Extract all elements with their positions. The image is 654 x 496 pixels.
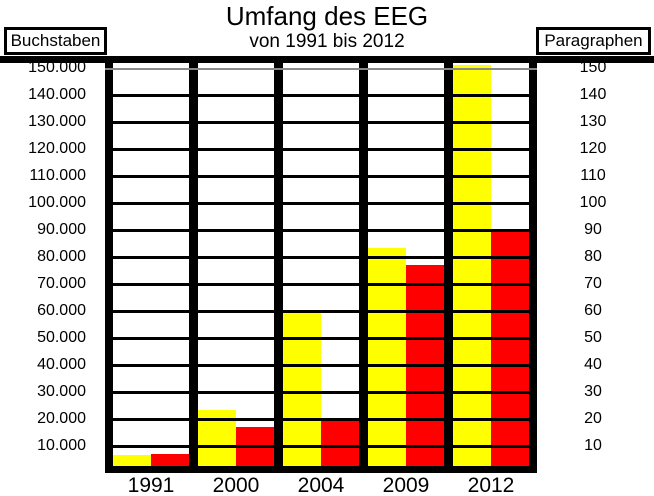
legend-paragraphen-label: Paragraphen bbox=[544, 31, 643, 50]
year-column-1991 bbox=[113, 63, 189, 473]
right-tick-30: 30 bbox=[584, 383, 602, 400]
buchstaben-bar-2009 bbox=[368, 247, 406, 473]
left-tick-120.000: 120.000 bbox=[28, 140, 86, 157]
buchstaben-bar-2012 bbox=[453, 65, 491, 473]
left-tick-100.000: 100.000 bbox=[28, 194, 86, 211]
gridline-120 bbox=[105, 148, 537, 151]
x-label-2004: 2004 bbox=[297, 474, 345, 496]
left-tick-80.000: 80.000 bbox=[37, 248, 86, 265]
gridline-100 bbox=[105, 202, 537, 205]
x-label-2009: 2009 bbox=[382, 474, 430, 496]
limit-gridline-150 bbox=[105, 68, 537, 70]
left-tick-50.000: 50.000 bbox=[37, 329, 86, 346]
right-tick-100: 100 bbox=[579, 194, 607, 211]
left-tick-150.000: 150.000 bbox=[28, 59, 86, 76]
left-tick-60.000: 60.000 bbox=[37, 302, 86, 319]
gridline-70 bbox=[105, 283, 537, 286]
plot-area bbox=[105, 63, 537, 473]
left-tick-90.000: 90.000 bbox=[37, 221, 86, 238]
x-label-2000: 2000 bbox=[212, 474, 260, 496]
chart-title: Umfang des EEG bbox=[225, 1, 429, 31]
gridline-140 bbox=[105, 94, 537, 97]
paragraphen-bar-2012 bbox=[491, 230, 529, 473]
right-tick-120: 120 bbox=[579, 140, 607, 157]
right-tick-60: 60 bbox=[584, 302, 602, 319]
year-column-2009 bbox=[368, 63, 444, 473]
gridline-110 bbox=[105, 175, 537, 178]
right-tick-130: 130 bbox=[579, 113, 607, 130]
column-divider bbox=[444, 63, 453, 473]
left-tick-140.000: 140.000 bbox=[28, 86, 86, 103]
gridline-130 bbox=[105, 121, 537, 124]
gridline-60 bbox=[105, 310, 537, 313]
left-tick-20.000: 20.000 bbox=[37, 410, 86, 427]
plot-right-border bbox=[529, 63, 537, 473]
left-tick-10.000: 10.000 bbox=[37, 437, 86, 454]
right-tick-50: 50 bbox=[584, 329, 602, 346]
right-tick-40: 40 bbox=[584, 356, 602, 373]
column-divider bbox=[274, 63, 283, 473]
right-tick-70: 70 bbox=[584, 275, 602, 292]
plot-top-border bbox=[0, 56, 654, 63]
paragraphen-bar-2000 bbox=[236, 427, 274, 473]
x-label-2012: 2012 bbox=[467, 474, 515, 496]
year-column-2012 bbox=[453, 63, 529, 473]
right-tick-20: 20 bbox=[584, 410, 602, 427]
left-tick-40.000: 40.000 bbox=[37, 356, 86, 373]
gridline-40 bbox=[105, 364, 537, 367]
plot-left-border bbox=[105, 63, 113, 473]
column-divider bbox=[359, 63, 368, 473]
x-label-1991: 1991 bbox=[127, 474, 175, 496]
right-axis-tick-labels: 150 140 130 120 110 100 90 80 70 60 50 40 30 20 10 bbox=[560, 59, 626, 473]
year-column-2000 bbox=[198, 63, 274, 473]
legend-paragraphen: Paragraphen bbox=[536, 27, 651, 55]
right-tick-90: 90 bbox=[584, 221, 602, 238]
plot-bottom-border bbox=[105, 466, 537, 473]
year-column-2004 bbox=[283, 63, 359, 473]
column-divider bbox=[189, 63, 198, 473]
left-tick-130.000: 130.000 bbox=[28, 113, 86, 130]
right-tick-140: 140 bbox=[579, 86, 607, 103]
left-tick-70.000: 70.000 bbox=[37, 275, 86, 292]
gridline-10 bbox=[105, 445, 537, 448]
legend-buchstaben-label: Buchstaben bbox=[10, 31, 101, 50]
columns bbox=[105, 63, 537, 473]
right-tick-150: 150 bbox=[579, 59, 607, 76]
gridline-50 bbox=[105, 337, 537, 340]
gridline-30 bbox=[105, 391, 537, 394]
left-tick-30.000: 30.000 bbox=[37, 383, 86, 400]
paragraphen-bar-2009 bbox=[406, 265, 444, 473]
gridline-20 bbox=[105, 418, 537, 421]
right-tick-10: 10 bbox=[584, 437, 602, 454]
chart-subtitle: von 1991 bis 2012 bbox=[249, 31, 405, 52]
legend-buchstaben: Buchstaben bbox=[4, 27, 107, 55]
gridline-90 bbox=[105, 229, 537, 232]
gridline-80 bbox=[105, 256, 537, 259]
left-axis-tick-labels: 150.000 140.000 130.000 120.000 110.000 100.0… bbox=[0, 59, 86, 473]
right-tick-110: 110 bbox=[580, 167, 606, 184]
left-tick-110.000: 110.000 bbox=[29, 167, 86, 184]
right-tick-80: 80 bbox=[584, 248, 602, 265]
